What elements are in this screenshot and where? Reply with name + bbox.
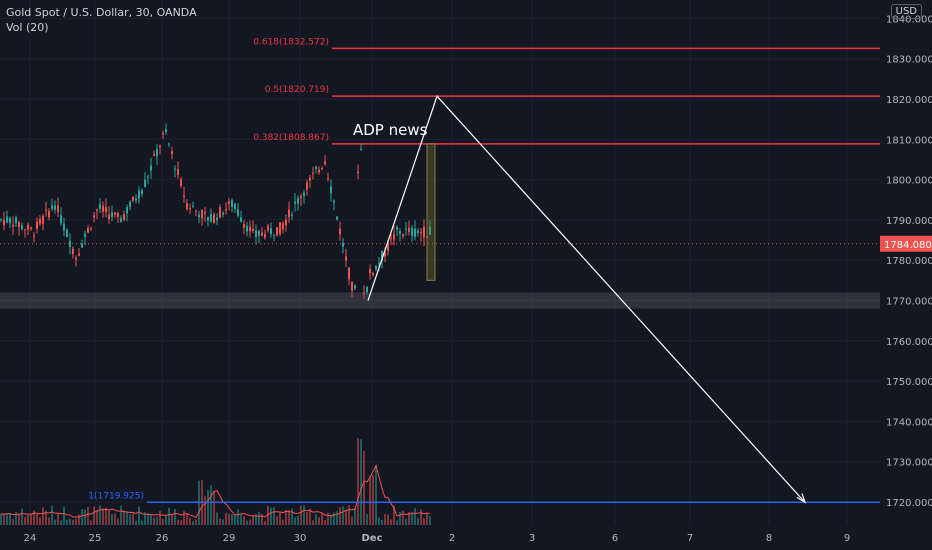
- news-range-box[interactable]: [426, 143, 436, 281]
- price-tick: 1780.000: [886, 256, 932, 267]
- time-tick: Dec: [361, 533, 382, 544]
- projection-path[interactable]: [367, 95, 806, 503]
- support-zone: [0, 292, 880, 309]
- time-tick: 25: [89, 533, 102, 544]
- currency-badge[interactable]: USD: [890, 4, 922, 19]
- volume-indicator-label[interactable]: Vol (20): [6, 21, 49, 34]
- price-axis[interactable]: 1840.000 1830.000 1820.000 1810.000 1800.000…: [880, 0, 932, 550]
- fib-label-0: 0.618(1832.572): [253, 37, 329, 47]
- annotation-adp-news[interactable]: ADP news: [353, 121, 428, 139]
- price-tick: 1730.000: [886, 458, 932, 469]
- time-tick: 26: [156, 533, 169, 544]
- time-tick: 2: [449, 533, 455, 544]
- fib-label-3: 1(1719.925): [88, 491, 144, 501]
- price-tick: 1810.000: [886, 135, 932, 146]
- time-tick: 24: [24, 533, 37, 544]
- time-axis[interactable]: 24 25 26 29 30 Dec 2 3 6 7 8 9: [24, 533, 851, 544]
- candles: [0, 123, 431, 299]
- time-tick: 7: [687, 533, 693, 544]
- price-tick: 1820.000: [886, 95, 932, 106]
- volume-bars: [0, 438, 431, 525]
- time-tick: 30: [294, 533, 307, 544]
- fib-label-2: 0.382(1808.867): [253, 133, 329, 143]
- fib-levels[interactable]: 0.618(1832.572) 0.5(1820.719) 0.382(1808.8…: [88, 37, 880, 504]
- price-tick: 1720.000: [886, 498, 932, 509]
- price-tick: 1790.000: [886, 216, 932, 227]
- time-tick: 29: [223, 533, 236, 544]
- time-tick: 6: [612, 533, 618, 544]
- price-tick: 1800.000: [886, 176, 932, 187]
- price-tick: 1760.000: [886, 337, 932, 348]
- price-tick: 1770.000: [886, 297, 932, 308]
- projection-arrowhead: [796, 493, 807, 504]
- price-tick: 1840.000: [886, 14, 932, 25]
- price-tick: 1740.000: [886, 417, 932, 428]
- current-price-label: 1784.080: [880, 235, 932, 252]
- svg-text:1784.080: 1784.080: [884, 240, 932, 251]
- grid-lines: [0, 0, 880, 525]
- time-tick: 3: [529, 533, 535, 544]
- price-tick: 1750.000: [886, 377, 932, 388]
- time-tick: 8: [766, 533, 772, 544]
- time-tick: 9: [844, 533, 850, 544]
- price-tick: 1830.000: [886, 55, 932, 66]
- symbol-title[interactable]: Gold Spot / U.S. Dollar, 30, OANDA: [6, 6, 197, 19]
- volume-ma-line: [0, 464, 431, 519]
- fib-label-1: 0.5(1820.719): [265, 85, 329, 95]
